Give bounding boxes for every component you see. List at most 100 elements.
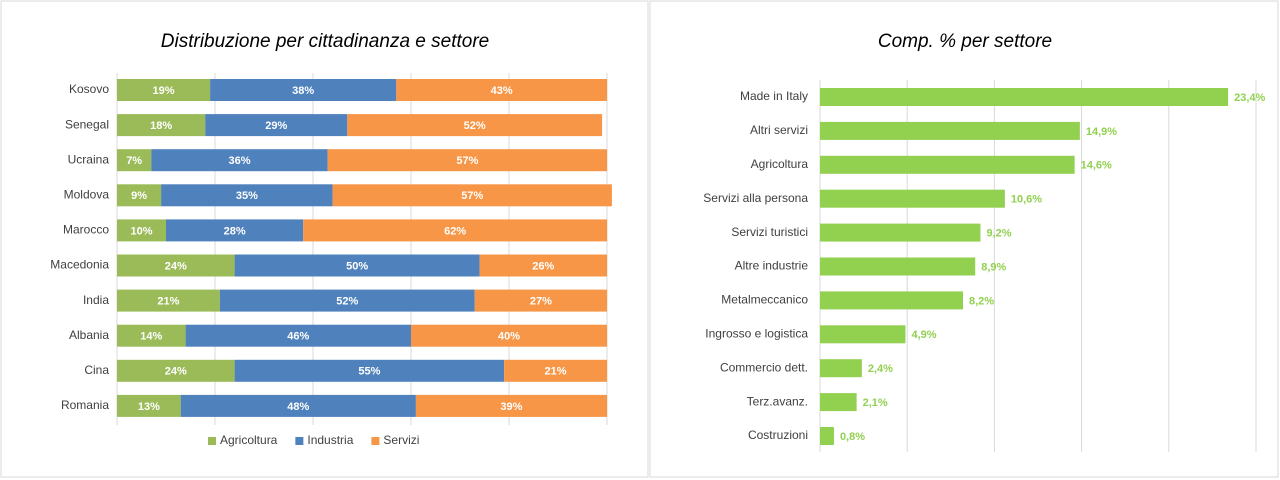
data-label: 8,9% xyxy=(981,261,1006,273)
data-label: 26% xyxy=(532,260,554,272)
bar-segment xyxy=(415,394,607,417)
y-tick-label: Macedonia xyxy=(50,258,109,272)
bar-segment xyxy=(234,254,480,277)
bar-segment xyxy=(234,359,505,382)
bar-segment xyxy=(117,149,152,172)
data-label: 2,4% xyxy=(868,363,893,375)
data-label: 9,2% xyxy=(986,228,1011,240)
data-label: 4,9% xyxy=(911,329,936,341)
legend-swatch xyxy=(371,437,380,445)
data-label: 7% xyxy=(126,155,142,167)
bar xyxy=(820,223,981,242)
bar-segment xyxy=(185,324,411,347)
bar-segment xyxy=(479,254,607,277)
bar xyxy=(820,291,964,310)
y-tick-label: Romania xyxy=(61,398,109,412)
bar-segment xyxy=(117,324,186,347)
bar-segment xyxy=(151,149,328,172)
y-tick-label: Ingrosso e logistica xyxy=(705,326,808,340)
y-tick-label: Made in Italy xyxy=(740,89,808,103)
bar-segment xyxy=(180,394,416,417)
bar-segment xyxy=(117,254,235,277)
bar xyxy=(820,393,857,412)
data-label: 27% xyxy=(530,296,552,308)
y-tick-label: Albania xyxy=(69,328,109,342)
data-label: 21% xyxy=(157,296,179,308)
bar xyxy=(820,88,1229,106)
bar-segment xyxy=(161,184,333,207)
bar-segment xyxy=(504,359,607,382)
bar-segment xyxy=(117,359,235,382)
bar-segment xyxy=(205,114,348,137)
y-tick-label: Senegal xyxy=(65,117,109,131)
data-label: 43% xyxy=(491,85,513,97)
y-tick-label: Terz.avanz. xyxy=(747,394,808,408)
data-label: 2,1% xyxy=(863,397,888,409)
y-tick-label: Altri servizi xyxy=(750,123,808,137)
data-label: 24% xyxy=(165,366,187,378)
legend-swatch xyxy=(295,437,304,445)
bar-segment xyxy=(117,184,162,207)
legend-label: Agricoltura xyxy=(220,433,278,447)
bar xyxy=(820,155,1075,174)
y-tick-label: Servizi turistici xyxy=(731,225,808,239)
data-label: 24% xyxy=(165,260,187,272)
bar-segment xyxy=(474,289,607,312)
data-label: 35% xyxy=(236,190,258,202)
y-tick-label: Metalmeccanico xyxy=(721,293,808,307)
data-label: 29% xyxy=(265,120,287,132)
bar-segment xyxy=(411,324,607,347)
legend-label: Industria xyxy=(307,433,353,447)
right-panel xyxy=(649,0,1279,478)
data-label: 18% xyxy=(150,120,172,132)
bar xyxy=(820,427,834,445)
bar-segment xyxy=(332,184,612,207)
y-tick-label: Altre industrie xyxy=(735,259,809,273)
data-label: 46% xyxy=(287,331,309,343)
legend-swatch xyxy=(208,437,216,445)
chart-title: Distribuzione per cittadinanza e settore xyxy=(161,31,489,52)
data-label: 8,2% xyxy=(969,295,994,307)
data-label: 38% xyxy=(292,85,314,97)
y-tick-label: Ucraina xyxy=(68,152,110,166)
bar xyxy=(820,257,976,276)
y-tick-label: Kosovo xyxy=(69,82,109,96)
data-label: 36% xyxy=(228,155,250,167)
data-label: 28% xyxy=(224,225,246,237)
left-panel xyxy=(0,0,649,478)
data-label: 10% xyxy=(130,225,152,237)
data-label: 62% xyxy=(444,225,466,237)
data-label: 0,8% xyxy=(840,431,865,443)
y-tick-label: Marocco xyxy=(63,223,109,237)
bar xyxy=(820,121,1080,140)
bar xyxy=(820,189,1005,208)
y-tick-label: Costruzioni xyxy=(748,428,808,442)
data-label: 14,9% xyxy=(1086,126,1117,138)
legend-label: Servizi xyxy=(383,433,419,447)
data-label: 57% xyxy=(456,155,478,167)
data-label: 40% xyxy=(498,331,520,343)
y-tick-label: India xyxy=(83,293,109,307)
data-label: 19% xyxy=(153,85,175,97)
data-label: 52% xyxy=(464,120,486,132)
bar-segment xyxy=(219,289,475,312)
bar-segment xyxy=(117,219,166,242)
bar-segment xyxy=(347,114,603,137)
y-tick-label: Servizi alla persona xyxy=(703,191,808,205)
data-label: 9% xyxy=(131,190,147,202)
data-label: 21% xyxy=(545,366,567,378)
data-label: 14,6% xyxy=(1081,160,1112,172)
y-tick-label: Cina xyxy=(84,363,109,377)
bar xyxy=(820,359,862,378)
bar-segment xyxy=(210,79,397,101)
data-label: 23,4% xyxy=(1234,92,1265,104)
data-label: 52% xyxy=(336,296,358,308)
y-tick-label: Moldova xyxy=(64,187,110,201)
chart-title: Comp. % per settore xyxy=(878,31,1052,52)
y-tick-label: Commercio dett. xyxy=(720,360,808,374)
bar-segment xyxy=(166,219,304,242)
bar-segment xyxy=(117,79,211,101)
bar-segment xyxy=(303,219,607,242)
bar xyxy=(820,325,906,344)
